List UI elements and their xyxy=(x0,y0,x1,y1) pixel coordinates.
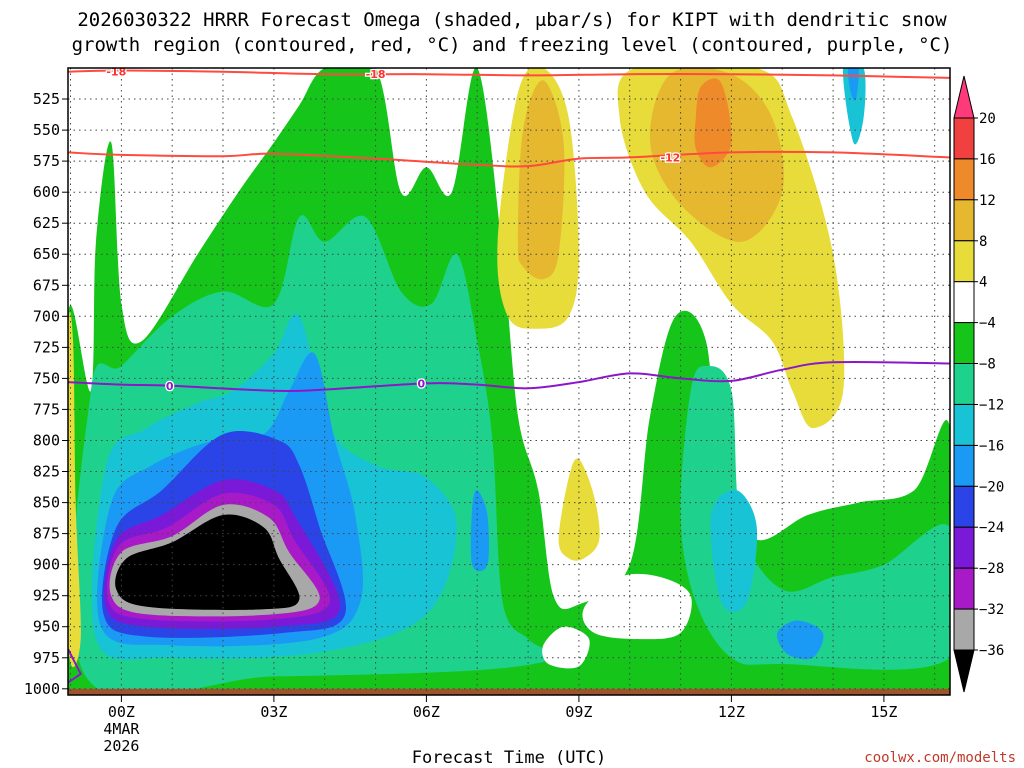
omega-region-descent-left-edge xyxy=(68,311,81,667)
xtick-year: 2026 xyxy=(103,737,139,755)
contours xyxy=(68,69,950,684)
omega-region-weak-white-3 xyxy=(582,573,692,640)
x-axis-label: Forecast Time (UTC) xyxy=(412,748,606,768)
xtick-label-12Z: 12Z xyxy=(718,703,745,721)
ytick-label-950: 950 xyxy=(33,618,60,636)
contour-label--12: -12 xyxy=(660,151,680,164)
ytick-label-625: 625 xyxy=(33,214,60,232)
xtick-label-09Z: 09Z xyxy=(565,703,592,721)
xtick-label-06Z: 06Z xyxy=(413,703,440,721)
colorbar-label--12: −12 xyxy=(979,398,1004,414)
colorbar-swatch--36 xyxy=(953,608,975,651)
freezing-level-contour-edge xyxy=(68,648,83,684)
credit-link[interactable]: coolwx.com/modelts xyxy=(864,750,1016,766)
omega-region-descent-yellow-3 xyxy=(558,458,600,561)
colorbar-swatch--12 xyxy=(953,363,975,405)
xtick-date: 4MAR xyxy=(103,720,140,738)
ytick-label-850: 850 xyxy=(33,494,60,512)
ytick-label-825: 825 xyxy=(33,463,60,481)
ytick-label-750: 750 xyxy=(33,369,60,387)
ytick-label-550: 550 xyxy=(33,121,60,139)
ytick-label-925: 925 xyxy=(33,587,60,605)
omega-region-ascent-core xyxy=(115,514,300,610)
omega-region-cell-blue-2 xyxy=(776,620,824,660)
chart-title-line-1: 2026030322 HRRR Forecast Omega (shaded, … xyxy=(77,9,947,31)
colorbar-label--16: −16 xyxy=(979,438,1004,454)
y-axis: 525 550 575 600 625 650 675 700 725 750 775 800 825 8… xyxy=(24,90,68,698)
colorbar-swatch--16 xyxy=(953,404,975,446)
ytick-label-800: 800 xyxy=(33,432,60,450)
ytick-label-775: 775 xyxy=(33,400,60,418)
ytick-label-725: 725 xyxy=(33,338,60,356)
colorbar-swatch-12 xyxy=(953,158,975,201)
ytick-label-700: 700 xyxy=(33,307,60,325)
colorbar-label-8: 8 xyxy=(979,234,987,250)
colorbar-label--4: −4 xyxy=(979,316,996,332)
xtick-label-03Z: 03Z xyxy=(260,703,287,721)
colorbar-swatch--8 xyxy=(953,322,975,365)
dgz-contour--18 xyxy=(68,69,950,79)
ytick-label-975: 975 xyxy=(33,649,60,667)
omega-region-cell-cyan-east xyxy=(710,489,758,613)
ytick-label-575: 575 xyxy=(33,152,60,170)
contour-labels: -18 -18 -12 0 0 xyxy=(105,66,681,394)
colorbar-swatch-4 xyxy=(953,240,975,283)
colorbar-swatch-8 xyxy=(953,199,975,242)
xtick-label-00Z: 00Z xyxy=(108,703,135,721)
plot-frame xyxy=(67,67,951,696)
omega-region-cell-blue-1 xyxy=(470,490,489,572)
colorbar-label-16: 16 xyxy=(979,152,996,168)
ytick-label-900: 900 xyxy=(33,556,60,574)
colorbar-label--20: −20 xyxy=(979,479,1004,495)
colorbar-label--8: −8 xyxy=(979,357,996,373)
ytick-label-1000: 1000 xyxy=(24,680,60,698)
colorbar-label--32: −32 xyxy=(979,602,1004,618)
colorbar-swatch--4 xyxy=(953,281,975,324)
omega-region-descent-orange-3 xyxy=(694,78,732,168)
ytick-label-600: 600 xyxy=(33,183,60,201)
colorbar: 20 16 12 8 4 −4 −8 −12 −16 −20 −24 −28 −32 −36 xyxy=(953,75,1004,693)
contour-label--18: -18 xyxy=(366,68,386,81)
plot-area: -18 -18 -12 0 0 xyxy=(68,66,950,695)
freezing-level-contour-0 xyxy=(68,360,950,393)
colorbar-swatch--20 xyxy=(953,444,975,487)
colorbar-top-arrow xyxy=(953,75,975,119)
contour-label--18: -18 xyxy=(106,66,126,79)
colorbar-swatch--28 xyxy=(953,526,975,569)
ytick-label-675: 675 xyxy=(33,276,60,294)
colorbar-swatch--32 xyxy=(953,567,975,610)
xtick-label-15Z: 15Z xyxy=(870,703,897,721)
colorbar-label-20: 20 xyxy=(979,111,996,127)
omega-region-cell-cyan-ne xyxy=(843,68,866,145)
ytick-label-650: 650 xyxy=(33,245,60,263)
omega-region-weak-white-2 xyxy=(542,626,590,669)
colorbar-label--36: −36 xyxy=(979,643,1004,659)
colorbar-label--28: −28 xyxy=(979,561,1004,577)
colorbar-label-12: 12 xyxy=(979,193,996,209)
ytick-label-875: 875 xyxy=(33,525,60,543)
colorbar-swatch-16 xyxy=(953,117,975,160)
chart-title-line-2: growth region (contoured, red, °C) and f… xyxy=(72,34,953,56)
dgz-contour--12 xyxy=(68,150,950,168)
colorbar-swatch--24 xyxy=(953,485,975,528)
colorbar-label--24: −24 xyxy=(979,520,1004,536)
colorbar-bottom-arrow xyxy=(953,649,975,693)
ytick-label-525: 525 xyxy=(33,90,60,108)
contour-label-0: 0 xyxy=(166,380,174,393)
colorbar-label-4: 4 xyxy=(979,275,987,291)
ground-band xyxy=(68,688,950,695)
contour-label-0: 0 xyxy=(417,377,425,390)
